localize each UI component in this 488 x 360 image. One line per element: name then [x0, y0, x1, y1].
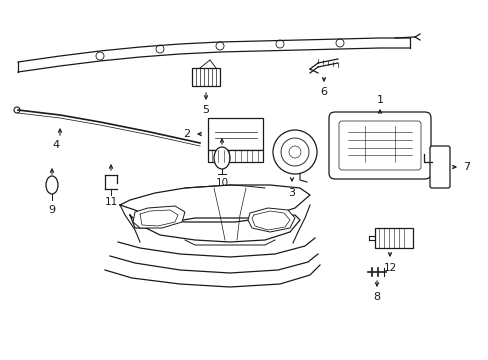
Circle shape — [288, 146, 301, 158]
FancyBboxPatch shape — [192, 68, 220, 86]
FancyBboxPatch shape — [207, 150, 263, 162]
Text: 7: 7 — [463, 162, 469, 172]
Circle shape — [216, 42, 224, 50]
Text: 1: 1 — [376, 95, 383, 105]
Text: 2: 2 — [183, 129, 190, 139]
Polygon shape — [247, 208, 294, 232]
Circle shape — [156, 45, 163, 53]
Text: 12: 12 — [383, 263, 396, 273]
Circle shape — [275, 40, 284, 48]
Text: 4: 4 — [52, 140, 60, 150]
Text: 5: 5 — [202, 105, 209, 115]
Text: 10: 10 — [215, 178, 228, 188]
Circle shape — [272, 130, 316, 174]
Text: 9: 9 — [48, 205, 56, 215]
FancyBboxPatch shape — [338, 121, 420, 170]
Text: 3: 3 — [288, 188, 295, 198]
FancyBboxPatch shape — [328, 112, 430, 179]
Ellipse shape — [46, 176, 58, 194]
Circle shape — [281, 138, 308, 166]
FancyBboxPatch shape — [429, 146, 449, 188]
Polygon shape — [133, 206, 184, 228]
Ellipse shape — [214, 147, 229, 169]
FancyBboxPatch shape — [374, 228, 412, 248]
Text: 6: 6 — [320, 87, 327, 97]
Circle shape — [335, 39, 343, 47]
FancyBboxPatch shape — [207, 118, 263, 150]
Circle shape — [14, 107, 20, 113]
Text: 8: 8 — [373, 292, 380, 302]
Text: 11: 11 — [104, 197, 118, 207]
Circle shape — [96, 52, 104, 60]
